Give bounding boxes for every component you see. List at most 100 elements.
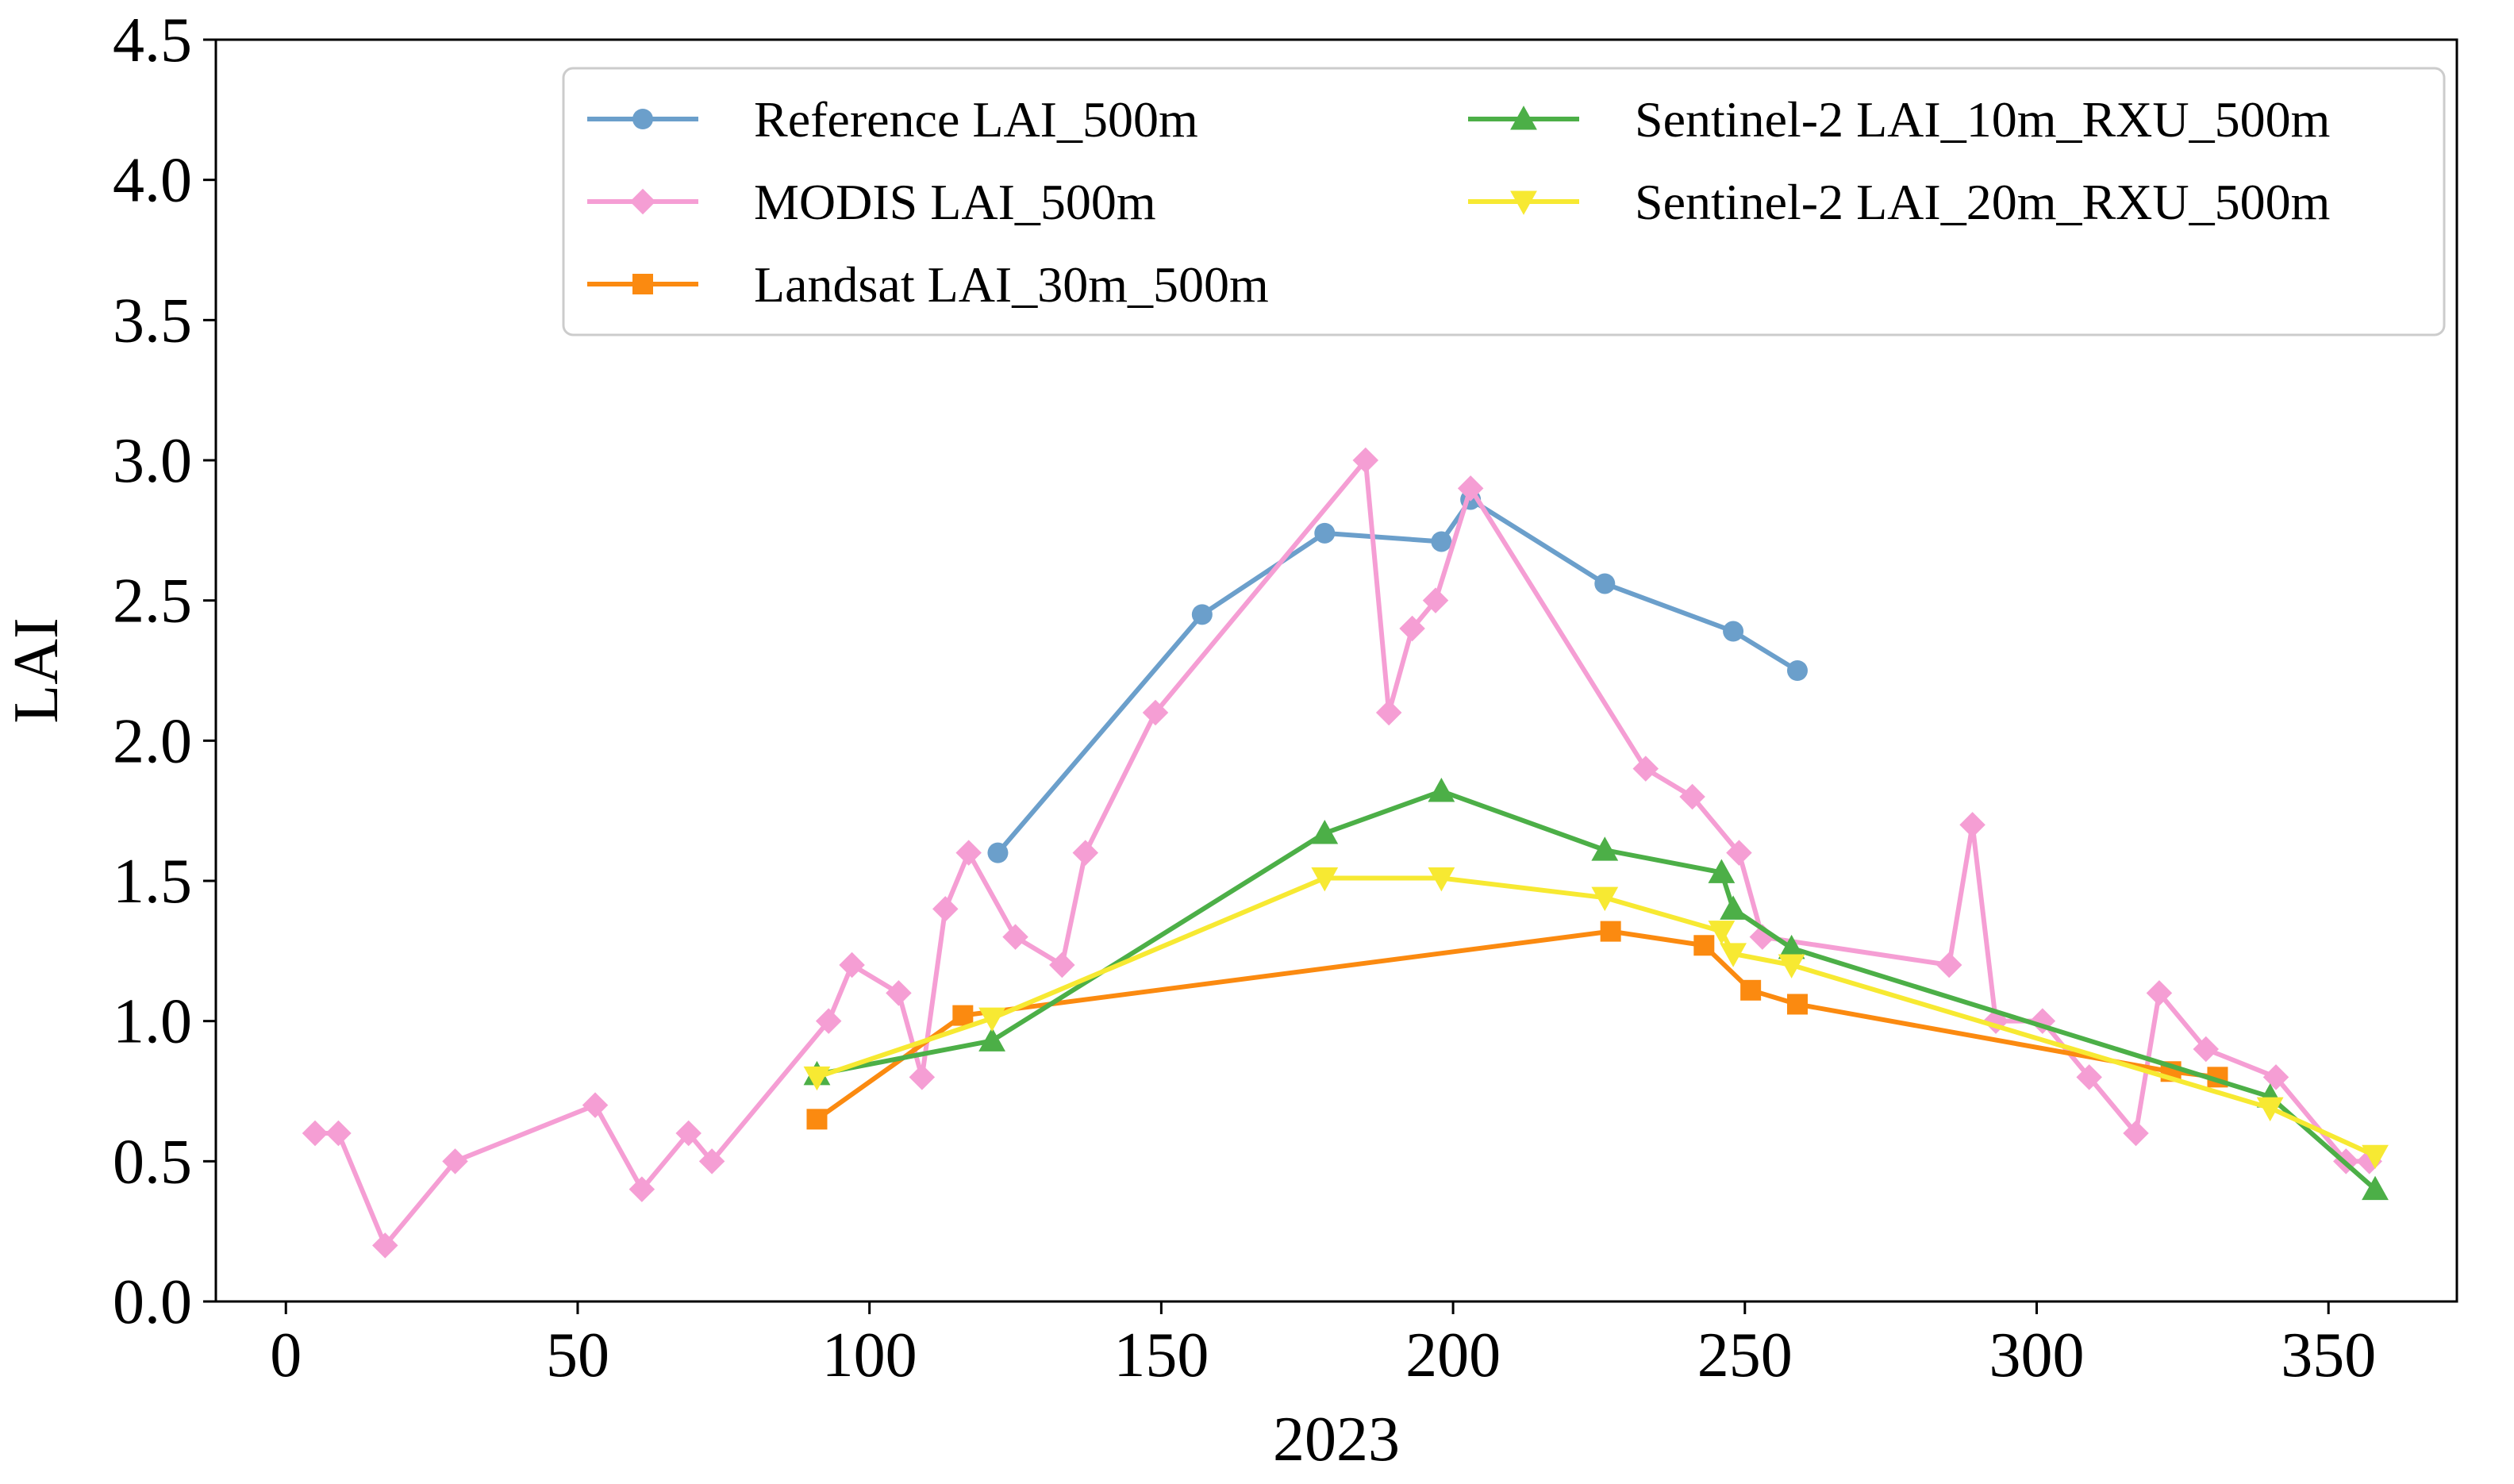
data-point-modis-lai-500m — [2193, 1036, 2220, 1063]
data-point-modis-lai-500m — [1959, 812, 1985, 838]
plot-area — [302, 447, 2389, 1259]
axes: 0 50 100 150 200 250 300 350 0.0 0.5 1.0 1.5 2.0 2.5 3… — [2, 6, 2458, 1474]
data-point-sentinel-2-lai-10m-rxu-500m — [1591, 836, 1619, 861]
data-point-modis-lai-500m — [1142, 699, 1169, 726]
data-point-reference-lai-500m — [1594, 573, 1616, 594]
data-point-modis-lai-500m — [932, 896, 959, 922]
data-point-landsat-lai-30m-500m — [1600, 921, 1621, 942]
data-point-reference-lai-500m — [987, 842, 1009, 863]
data-point-sentinel-2-lai-20m-rxu-500m — [2362, 1144, 2389, 1170]
y-tick-label: 0.0 — [113, 1267, 192, 1337]
data-point-modis-lai-500m — [1935, 952, 1962, 978]
legend-marker-modis-lai-500m — [629, 188, 656, 215]
data-point-modis-lai-500m — [675, 1120, 702, 1147]
data-point-reference-lai-500m — [1431, 531, 1452, 552]
y-tick-label: 2.5 — [113, 567, 192, 636]
data-point-sentinel-2-lai-10m-rxu-500m — [1720, 895, 1747, 920]
series-line-reference-lai-500m — [995, 497, 1800, 855]
legend-label-landsat-lai-30m-500m: Landsat LAI_30m_500m — [754, 256, 1269, 313]
data-point-modis-lai-500m — [442, 1148, 468, 1175]
data-point-modis-lai-500m — [1679, 783, 1705, 810]
data-point-modis-lai-500m — [1399, 615, 1425, 642]
data-point-landsat-lai-30m-500m — [1740, 979, 1762, 1001]
data-point-modis-lai-500m — [886, 980, 912, 1006]
data-point-reference-lai-500m — [1191, 604, 1213, 625]
y-tick-label: 1.0 — [113, 987, 192, 1057]
legend-marker-sentinel-2-lai-20m-rxu-500m — [1510, 190, 1537, 215]
data-point-modis-lai-500m — [1726, 840, 1752, 866]
y-tick-label: 0.5 — [113, 1127, 192, 1197]
data-point-sentinel-2-lai-20m-rxu-500m — [1708, 921, 1736, 945]
y-tick-label: 3.0 — [113, 426, 192, 496]
x-tick-label: 250 — [1697, 1321, 1793, 1390]
x-axis-title: 2023 — [1273, 1405, 1400, 1474]
data-point-modis-lai-500m — [2076, 1064, 2102, 1090]
x-tick-label: 350 — [2281, 1321, 2376, 1390]
data-point-landsat-lai-30m-500m — [806, 1109, 828, 1130]
plot-frame — [214, 38, 2458, 1303]
legend-marker-sentinel-2-lai-10m-rxu-500m — [1510, 106, 1537, 130]
data-point-modis-lai-500m — [302, 1120, 329, 1147]
data-point-modis-lai-500m — [325, 1120, 352, 1147]
legend-label-modis-lai-500m: MODIS LAI_500m — [754, 174, 1156, 230]
x-tick-label: 300 — [1989, 1321, 2085, 1390]
y-axis-title: LAI — [2, 617, 71, 723]
data-point-reference-lai-500m — [1314, 522, 1336, 544]
data-point-modis-lai-500m — [839, 952, 865, 978]
data-point-modis-lai-500m — [1632, 755, 1659, 782]
data-point-sentinel-2-lai-20m-rxu-500m — [1311, 867, 1339, 892]
legend-marker-reference-lai-500m — [632, 109, 653, 129]
series-line-sentinel-2-lai-10m-rxu-500m — [814, 788, 2378, 1192]
x-tick-label: 200 — [1405, 1321, 1501, 1390]
data-point-landsat-lai-30m-500m — [952, 1005, 974, 1026]
data-point-sentinel-2-lai-10m-rxu-500m — [1428, 778, 1455, 802]
y-tick-label: 4.5 — [113, 6, 192, 75]
y-tick-label: 1.5 — [113, 847, 192, 917]
data-point-sentinel-2-lai-10m-rxu-500m — [1708, 859, 1736, 883]
data-point-modis-lai-500m — [372, 1232, 398, 1259]
data-point-modis-lai-500m — [2123, 1120, 2149, 1147]
data-point-reference-lai-500m — [1786, 660, 1808, 681]
data-point-sentinel-2-lai-20m-rxu-500m — [2256, 1097, 2284, 1122]
data-point-sentinel-2-lai-20m-rxu-500m — [1720, 943, 1747, 967]
y-tick-label: 4.0 — [113, 146, 192, 216]
data-point-modis-lai-500m — [1375, 699, 1402, 726]
data-point-sentinel-2-lai-20m-rxu-500m — [1591, 886, 1619, 912]
y-tick-label: 2.0 — [113, 706, 192, 776]
data-point-sentinel-2-lai-10m-rxu-500m — [1311, 820, 1339, 844]
data-point-sentinel-2-lai-10m-rxu-500m — [2362, 1175, 2389, 1201]
x-tick-label: 0 — [270, 1321, 302, 1390]
data-point-landsat-lai-30m-500m — [1693, 935, 1715, 956]
data-point-modis-lai-500m — [2262, 1064, 2289, 1090]
data-point-modis-lai-500m — [909, 1064, 936, 1090]
data-point-landsat-lai-30m-500m — [1786, 994, 1808, 1015]
data-point-modis-lai-500m — [1457, 475, 1484, 502]
legend-marker-landsat-lai-30m-500m — [632, 274, 653, 294]
y-tick-label: 3.5 — [113, 286, 192, 356]
data-point-sentinel-2-lai-20m-rxu-500m — [978, 1007, 1006, 1032]
x-tick-label: 150 — [1113, 1321, 1209, 1390]
x-tick-label: 50 — [546, 1321, 609, 1390]
data-point-modis-lai-500m — [582, 1092, 609, 1118]
data-point-modis-lai-500m — [1352, 447, 1379, 474]
x-tick-label: 100 — [822, 1321, 917, 1390]
data-point-reference-lai-500m — [1723, 621, 1744, 642]
data-point-sentinel-2-lai-20m-rxu-500m — [803, 1066, 831, 1091]
legend: Reference LAI_500m MODIS LAI_500m Landsat … — [562, 67, 2446, 336]
data-point-modis-lai-500m — [815, 1008, 842, 1034]
series-sentinel-2-lai-20m-rxu-500m — [803, 867, 2389, 1170]
data-point-sentinel-2-lai-20m-rxu-500m — [1428, 867, 1455, 892]
data-point-sentinel-2-lai-10m-rxu-500m — [1778, 934, 1805, 959]
data-point-modis-lai-500m — [2146, 980, 2173, 1006]
data-point-modis-lai-500m — [628, 1176, 655, 1202]
data-point-modis-lai-500m — [1072, 840, 1099, 866]
data-point-modis-lai-500m — [955, 840, 982, 866]
series-modis-lai-500m — [302, 447, 2382, 1259]
data-point-modis-lai-500m — [1002, 924, 1028, 950]
data-point-sentinel-2-lai-10m-rxu-500m — [978, 1027, 1006, 1051]
data-point-modis-lai-500m — [1049, 952, 1075, 978]
legend-label-sentinel-2-lai-20m-rxu-500m: Sentinel-2 LAI_20m_RXU_500m — [1635, 174, 2330, 230]
data-point-modis-lai-500m — [1422, 587, 1449, 613]
series-line-sentinel-2-lai-20m-rxu-500m — [814, 875, 2378, 1159]
